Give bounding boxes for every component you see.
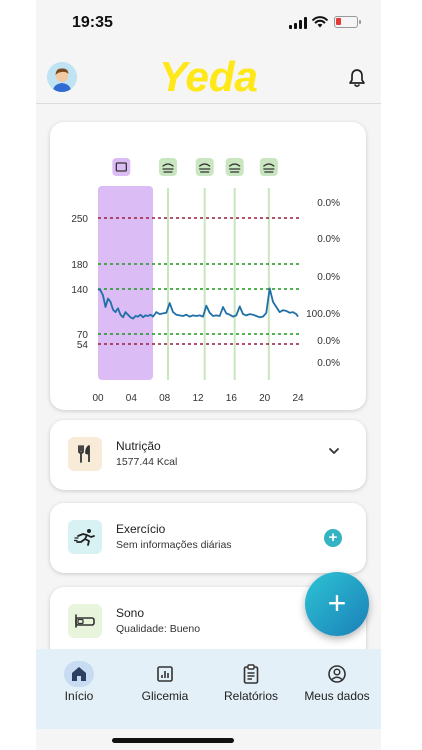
nutrition-subtitle: 1577.44 Kcal (116, 456, 178, 468)
exercise-card[interactable]: Exercício Sem informações diárias + (50, 503, 366, 573)
meal-icon-bg (195, 158, 214, 176)
medication-icon (115, 162, 127, 172)
app-header: Yeda (36, 50, 381, 104)
bottom-tab-bar: Início Glicemia Relatórios Meus dados (36, 649, 381, 729)
utensils-icon (68, 437, 102, 471)
x-tick-label: 20 (259, 393, 271, 404)
x-tick-label: 12 (192, 393, 204, 404)
y-tick-label: 140 (71, 285, 88, 296)
home-indicator (112, 738, 234, 743)
range-percentage-label: 0.0% (317, 234, 340, 245)
bed-icon (68, 604, 102, 638)
app-screen: 19:35 Yeda 250 180 140 70 54 00 04 08 12 16 20 24 0.… (36, 0, 381, 750)
medication-icon-bg (112, 158, 131, 176)
avatar[interactable] (47, 62, 77, 92)
range-percentage-label: 0.0% (317, 272, 340, 283)
add-exercise-button[interactable]: + (324, 529, 342, 547)
tab-meus-dados[interactable]: Meus dados (294, 649, 380, 719)
glucose-chart-card[interactable]: 250 180 140 70 54 00 04 08 12 16 20 24 0.0% 0.0% 0.0% 1… (50, 122, 366, 410)
x-tick-label: 16 (226, 393, 238, 404)
exercise-subtitle: Sem informações diárias (116, 539, 232, 551)
range-percentage-label: 0.0% (317, 336, 340, 347)
home-icon (64, 661, 94, 687)
exercise-title: Exercício (116, 522, 166, 536)
x-tick-label: 00 (92, 393, 104, 404)
glucose-trace (97, 287, 299, 320)
range-percentage-label: 100.0% (306, 309, 340, 320)
nutrition-card[interactable]: Nutrição 1577.44 Kcal (50, 420, 366, 490)
sleep-subtitle: Qualidade: Bueno (116, 623, 201, 635)
running-icon (68, 520, 102, 554)
chevron-down-icon[interactable] (327, 444, 341, 458)
tab-label: Início (64, 689, 94, 703)
y-tick-label: 70 (77, 330, 89, 341)
range-percentage-label: 0.0% (317, 358, 340, 369)
bell-icon[interactable] (348, 68, 366, 88)
meal-icon-bg (159, 158, 177, 176)
clipboard-icon (236, 661, 266, 687)
sleep-title: Sono (116, 606, 145, 620)
sleep-highlight-band (98, 186, 153, 380)
status-bar: 19:35 (36, 0, 381, 46)
user-icon (322, 661, 352, 687)
x-tick-label: 24 (292, 393, 304, 404)
avatar-illustration (47, 62, 77, 92)
tab-relatorios[interactable]: Relatórios (208, 649, 294, 719)
chart-icon (150, 661, 180, 687)
nutrition-title: Nutrição (116, 439, 161, 453)
status-time: 19:35 (72, 14, 113, 31)
y-tick-label: 180 (71, 260, 88, 271)
tab-inicio[interactable]: Início (36, 649, 122, 719)
meal-icon (199, 163, 211, 173)
add-entry-fab[interactable]: + (305, 572, 369, 636)
meal-icon-bg (225, 158, 244, 176)
y-tick-label: 250 (71, 214, 88, 225)
app-logo: Yeda (159, 53, 258, 100)
tab-label: Glicemia (141, 689, 189, 703)
range-percentage-label: 0.0% (317, 198, 340, 209)
x-tick-label: 08 (159, 393, 171, 404)
meal-icon-bg (259, 158, 278, 176)
wifi-icon (312, 16, 328, 28)
battery-icon (334, 16, 361, 28)
tab-label: Relatórios (223, 689, 279, 703)
tab-label: Meus dados (304, 689, 370, 703)
y-tick-label: 54 (77, 340, 89, 351)
signal-icon (289, 17, 307, 29)
meal-icon (263, 163, 275, 173)
meal-icon (229, 163, 241, 173)
meal-icon (162, 163, 174, 173)
tab-glicemia[interactable]: Glicemia (122, 649, 208, 719)
x-tick-label: 04 (126, 393, 138, 404)
